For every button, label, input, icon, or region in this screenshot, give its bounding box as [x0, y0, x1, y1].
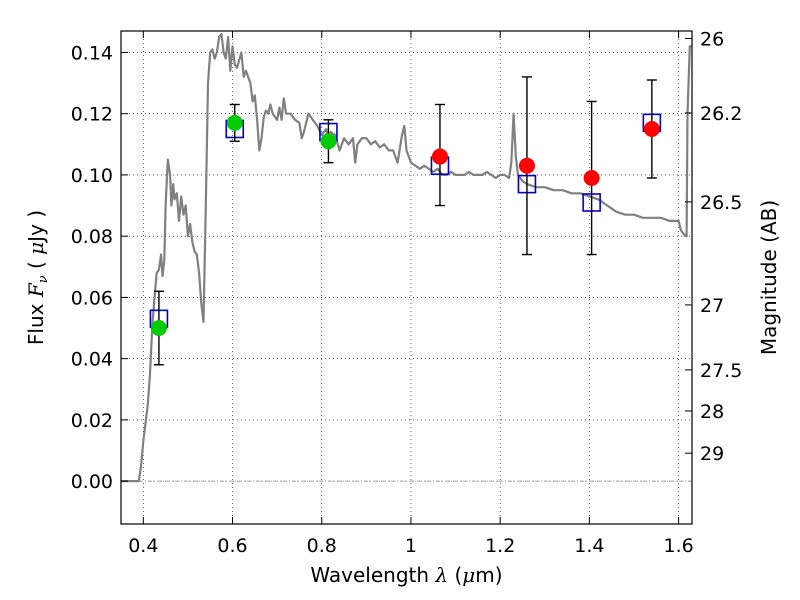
template-spectrum: [121, 32, 692, 483]
y2-tick-label: 27.5: [700, 360, 742, 382]
y-tick-label: 0.02: [71, 410, 113, 432]
y2-tick-label: 27: [700, 295, 724, 317]
x-tick-label: 0.6: [217, 535, 247, 557]
x-tick-label: 1.6: [664, 535, 694, 557]
x-tick-label: 0.4: [128, 535, 158, 557]
template-spectrum-line: [121, 32, 692, 483]
y2-tick-label: 29: [700, 443, 724, 465]
y-tick-label: 0.06: [71, 287, 113, 309]
observed-flux-point: [431, 148, 448, 165]
right-axis-label: Magnitude (AB): [757, 200, 781, 355]
observed-flux-points: [150, 114, 660, 337]
x-axis-label: Wavelength λ (μm): [310, 563, 502, 587]
x-tick-label: 1: [405, 535, 417, 557]
x-tick-label: 1.4: [574, 535, 604, 557]
y-axis-label: Flux Fν ( μJy ): [24, 210, 51, 345]
observed-flux-point: [320, 133, 337, 150]
y-tick-label: 0.08: [71, 226, 113, 248]
y2-tick-label: 28: [700, 401, 724, 423]
y2-tick-label: 26.5: [700, 192, 742, 214]
x-tick-label: 1.2: [485, 535, 515, 557]
y2-tick-label: 26: [700, 28, 724, 50]
observed-flux-point: [150, 320, 167, 337]
observed-flux-point: [643, 120, 660, 137]
y-tick-label: 0.12: [71, 104, 113, 126]
observed-flux-point: [583, 169, 600, 186]
y-tick-label: 0.10: [71, 165, 113, 187]
y-tick-label: 0.04: [71, 349, 113, 371]
x-tick-label: 0.8: [307, 535, 337, 557]
observed-flux-point: [226, 114, 243, 131]
y-tick-label: 0.00: [71, 471, 113, 493]
y2-tick-label: 26.2: [700, 103, 742, 125]
axis-ticks: 0.4 0.6 0.8 1 1.2 1.4 1.6 0.00 0.02 0.04 0.06 0.08 0…: [71, 28, 743, 557]
observed-flux-point: [518, 157, 535, 174]
plot-frame: [120, 30, 693, 525]
y-tick-label: 0.14: [71, 42, 113, 64]
